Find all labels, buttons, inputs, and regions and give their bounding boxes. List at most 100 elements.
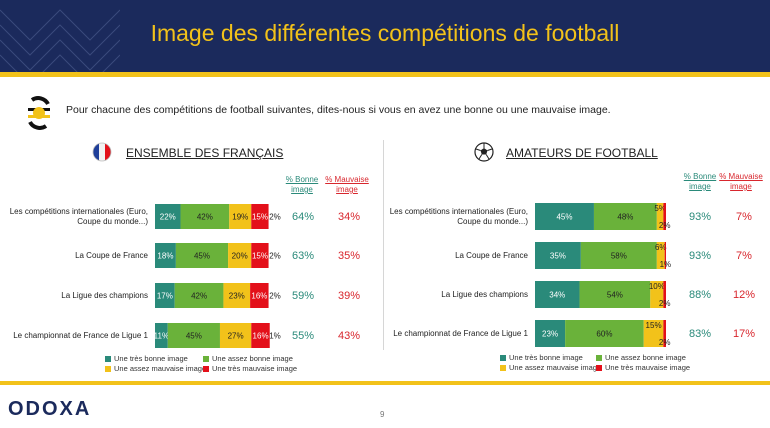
bar-data-label: 22% [160, 213, 176, 222]
bar-segment [579, 281, 651, 308]
legend-item: Une assez mauvaise image [105, 364, 206, 373]
legend-item: Une très bonne image [500, 353, 583, 362]
bar-data-label: 34% [549, 291, 565, 300]
bar-segment [251, 204, 269, 229]
bar-segment [269, 323, 271, 348]
bar-segment [535, 203, 594, 230]
bar-segment [593, 203, 657, 230]
bar-data-label: 35% [550, 252, 566, 261]
pct-good: 93% [688, 210, 712, 223]
bar-segment [219, 323, 252, 348]
bar-data-label: 54% [607, 291, 623, 300]
pct-bad: 17% [732, 327, 756, 340]
panel-divider [383, 140, 384, 350]
bar-segment [268, 243, 271, 268]
legend-label: Une très mauvaise image [605, 363, 691, 372]
legend-item: Une très bonne image [105, 354, 188, 363]
bar-data-label: 16% [251, 292, 267, 301]
page-number: 9 [380, 410, 385, 419]
bar-segment [155, 204, 181, 229]
row-label: La Coupe de France [75, 250, 148, 260]
row-label: La Ligue des champions [441, 289, 528, 299]
bar-data-label: 42% [191, 292, 207, 301]
bar-segment [155, 243, 176, 268]
bar-segment [175, 243, 229, 268]
bar-data-label: 45% [186, 332, 202, 341]
bar-data-label: 20% [232, 252, 248, 261]
bar-data-label: 6% [655, 243, 667, 252]
bar-segment [251, 243, 269, 268]
panel-title-francais: ENSEMBLE DES FRANÇAIS [126, 146, 284, 160]
bar-data-label: 2% [269, 213, 281, 222]
bar-segment [580, 242, 657, 269]
bar-segment [155, 323, 168, 348]
col-head-good-right: % Bonne image [683, 172, 717, 191]
bar-segment [229, 204, 252, 229]
bar-data-label: 2% [269, 292, 281, 301]
pct-bad: 7% [736, 249, 752, 262]
bar-data-label: 1% [269, 332, 281, 341]
bar-data-label: 2% [269, 252, 281, 261]
pct-good: 88% [688, 288, 712, 301]
row-label: Les compétitions internationales (Euro, … [9, 206, 148, 226]
bar-data-label: 60% [596, 330, 612, 339]
pct-bad: 35% [337, 249, 361, 262]
bar-segment [535, 281, 580, 308]
bar-segment [268, 283, 271, 308]
pct-good: 55% [291, 329, 315, 342]
panel-title-amateurs: AMATEURS DE FOOTBALL [506, 146, 658, 160]
football-icon [474, 142, 494, 162]
legend-item: Une assez bonne image [596, 353, 686, 362]
legend-label: Une très bonne image [509, 353, 583, 362]
bar-segment [663, 281, 666, 308]
bar-data-label: 2% [659, 338, 671, 347]
bar-data-label: 23% [542, 330, 558, 339]
legend-item: Une assez bonne image [203, 354, 293, 363]
odoxa-logo: ODOXA [8, 398, 92, 420]
pct-good: 64% [291, 210, 315, 223]
bar-segment [656, 203, 664, 230]
bar-segment [250, 283, 269, 308]
bar-segment [155, 283, 175, 308]
bar-data-label: 15% [252, 213, 268, 222]
bar-data-label: 5% [654, 204, 666, 213]
row-label: Le championnat de France de Ligue 1 [13, 330, 148, 340]
legend-item: Une très mauvaise image [203, 364, 297, 373]
pct-good: 63% [291, 249, 315, 262]
bar-segment [535, 320, 566, 347]
bar-data-label: 42% [197, 213, 213, 222]
row-label: La Coupe de France [455, 250, 528, 260]
col-head-bad-left: % Mauvaise image [325, 175, 369, 194]
bar-segment [174, 283, 224, 308]
col-head-good-left: % Bonne image [285, 175, 319, 194]
legend-label: Une assez bonne image [605, 353, 686, 362]
pct-bad: 7% [736, 210, 752, 223]
question-text: Pour chacune des compétitions de footbal… [66, 104, 611, 116]
legend-label: Une très mauvaise image [212, 364, 298, 373]
legend-label: Une très bonne image [114, 354, 188, 363]
row-label: Les compétitions internationales (Euro, … [389, 206, 528, 226]
pct-good: 59% [291, 289, 315, 302]
bar-segment [228, 243, 252, 268]
pct-bad: 39% [337, 289, 361, 302]
row-label: Le championnat de France de Ligue 1 [393, 328, 528, 338]
header-stripe [0, 72, 770, 77]
bar-segment [223, 283, 251, 308]
bar-data-label: 45% [194, 252, 210, 261]
odoxa-symbol-icon [28, 96, 50, 130]
pct-good: 83% [688, 327, 712, 340]
col-head-bad-right: % Mauvaise image [719, 172, 763, 191]
legend-item: Une assez mauvaise image [500, 363, 601, 372]
bar-segment [643, 320, 664, 347]
bar-data-label: 15% [252, 252, 268, 261]
header-banner: Image des différentes compétitions de fo… [0, 0, 770, 72]
pct-good: 93% [688, 249, 712, 262]
legend-label: Une assez bonne image [212, 354, 293, 363]
header-pattern [0, 9, 120, 72]
bar-segment [663, 320, 666, 347]
footer-stripe [0, 381, 770, 385]
bar-segment [565, 320, 644, 347]
bar-segment [167, 323, 220, 348]
france-flag-icon [92, 142, 112, 162]
bar-segment [663, 203, 666, 230]
